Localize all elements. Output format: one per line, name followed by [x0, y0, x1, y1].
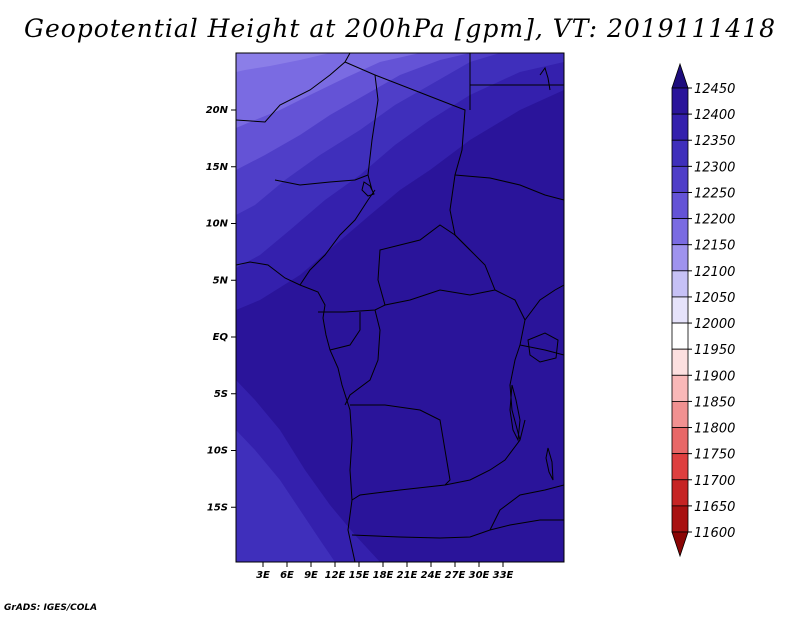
field-12300-sw [236, 430, 335, 562]
colorbar-swatch [671, 270, 689, 298]
lat-label: 10N [206, 219, 229, 230]
colorbar-label: 12400 [694, 108, 735, 123]
border-cameroon-congo [318, 304, 386, 313]
lon-label: 33E [493, 570, 514, 581]
latitude-axis: 20N 15N 10N 5N EQ 5S 10S 15S [206, 105, 236, 513]
colorbar-swatch [671, 218, 689, 246]
field-12150-nw [236, 53, 420, 128]
colorbar-swatch [671, 479, 689, 507]
colorbar-swatch [671, 401, 689, 428]
border-car [377, 224, 496, 306]
colorbar-swatch [671, 505, 689, 533]
colorbar-label: 12350 [694, 134, 735, 149]
lat-label: 5N [213, 275, 229, 286]
colorbar-swatch [671, 374, 689, 402]
lake-tanganyika [509, 384, 521, 442]
colorbar-label: 11900 [694, 369, 735, 384]
border-drc-east [494, 289, 526, 441]
lon-label: 9E [304, 570, 318, 581]
lon-label: 21E [397, 570, 418, 581]
colorbar-swatch [671, 113, 689, 141]
country-borders [236, 53, 564, 562]
lat-label: 15N [206, 162, 229, 173]
lat-label: 5S [214, 389, 228, 400]
lon-label: 24E [421, 570, 442, 581]
lake-malawi [545, 447, 554, 481]
lon-label: 3E [256, 570, 270, 581]
lon-label: 6E [280, 570, 294, 581]
lon-label: 18E [373, 570, 394, 581]
colorbar-swatch [671, 87, 689, 115]
geopotential-field [236, 53, 564, 562]
colorbar-label: 12450 [694, 82, 735, 97]
field-12100-nw [236, 53, 330, 72]
colorbar-label: 12300 [694, 160, 735, 175]
map-frame [235, 52, 565, 563]
border-tanzania [519, 344, 564, 356]
lat-label: 10S [207, 446, 228, 457]
lat-label: 20N [206, 105, 229, 116]
longitude-axis: 3E 6E 9E 12E 15E 18E 21E 24E 27E 30E 33E [256, 562, 514, 581]
colorbar-swatch [671, 244, 689, 272]
border-uganda-kenya [524, 284, 564, 321]
lon-label: 12E [325, 570, 346, 581]
lake-chad [361, 181, 375, 197]
colorbar-swatch [671, 348, 689, 376]
colorbar-swatch [671, 139, 689, 167]
border-congo-drc [344, 309, 381, 406]
lat-label: 15S [207, 502, 228, 513]
red-sea-coast [539, 66, 551, 91]
border-drc-angola [350, 404, 451, 501]
lat-label: EQ [213, 332, 229, 343]
colorbar-swatch [671, 427, 689, 455]
colorbar-swatch [671, 296, 689, 324]
colorbar: 12450 12400 12350 12300 12250 12200 12150 12100… [671, 62, 735, 558]
colorbar-swatch [671, 322, 689, 350]
grads-credit: GrADS: IGES/COLA [4, 603, 98, 613]
colorbar-label: 11650 [694, 500, 735, 515]
border-zambia-zimbabwe [489, 484, 564, 531]
colorbar-top-arrow [671, 62, 689, 89]
map-title: Geopotential Height at 200hPa [gpm], VT:… [23, 14, 777, 43]
colorbar-swatch [671, 165, 689, 193]
lon-label: 30E [469, 570, 490, 581]
colorbar-label: 12250 [694, 186, 735, 201]
border-niger-nigeria [274, 174, 369, 186]
colorbar-label: 11750 [694, 448, 735, 463]
lon-label: 27E [445, 570, 466, 581]
colorbar-label: 11850 [694, 395, 735, 410]
colorbar-label: 11800 [694, 422, 735, 437]
colorbar-bottom-arrow [671, 531, 689, 558]
colorbar-label: 12150 [694, 239, 735, 254]
colorbar-swatch [671, 192, 689, 219]
border-angola-namibia [351, 519, 564, 539]
colorbar-swatch [671, 453, 689, 481]
border-niger-chad [344, 61, 379, 191]
border-gabon-congo [329, 312, 361, 351]
colorbar-label: 11700 [694, 474, 735, 489]
colorbar-label: 11950 [694, 343, 735, 358]
colorbar-label: 12000 [694, 317, 735, 332]
colorbar-label: 12050 [694, 291, 735, 306]
colorbar-label: 11600 [694, 526, 735, 541]
lon-label: 15E [349, 570, 370, 581]
colorbar-label: 12100 [694, 265, 735, 280]
border-south-sudan [454, 174, 564, 201]
lake-victoria [527, 332, 559, 363]
border-nigeria-cameroon [299, 189, 376, 286]
west-africa-coastline [236, 261, 356, 562]
border-drc-zambia [444, 419, 526, 486]
colorbar-label: 12200 [694, 213, 735, 228]
